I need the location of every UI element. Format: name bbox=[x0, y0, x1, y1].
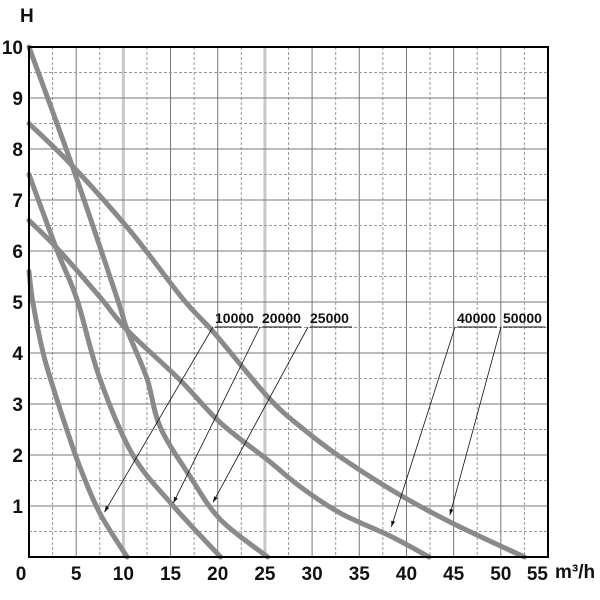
plot-frame bbox=[28, 46, 549, 558]
leader-line bbox=[449, 326, 502, 516]
y-axis-label: H bbox=[20, 6, 34, 27]
x-axis-label: m³/h bbox=[555, 562, 595, 583]
y-tick-label: 8 bbox=[12, 140, 23, 161]
y-tick-label: 10 bbox=[2, 38, 23, 59]
series-label-50000: 50000 bbox=[503, 310, 542, 326]
x-tick-label: 20 bbox=[207, 564, 228, 585]
leader-line bbox=[390, 326, 456, 528]
arrowhead bbox=[173, 496, 178, 503]
x-tick-label: 5 bbox=[71, 564, 82, 585]
y-tick-label: 2 bbox=[12, 446, 23, 467]
series-label-25000: 25000 bbox=[310, 310, 349, 326]
leader-line bbox=[173, 326, 261, 504]
curve-40000 bbox=[26, 217, 432, 560]
curve-10000 bbox=[26, 268, 130, 560]
x-tick-label: 10 bbox=[113, 564, 134, 585]
leader-line bbox=[104, 326, 214, 513]
y-tick-label: 4 bbox=[12, 344, 23, 365]
x-tick-label: 45 bbox=[443, 564, 465, 585]
curve-50000 bbox=[26, 121, 527, 560]
arrowhead bbox=[449, 508, 454, 516]
curves bbox=[26, 44, 527, 560]
arrowhead bbox=[391, 520, 396, 527]
y-tick-label: 7 bbox=[12, 191, 23, 212]
y-tick-label: 9 bbox=[12, 89, 23, 110]
arrowhead bbox=[104, 505, 110, 513]
x-tick-label: 15 bbox=[160, 564, 182, 585]
x-tick-label: 30 bbox=[302, 564, 323, 585]
arrowhead bbox=[213, 496, 218, 503]
y-tick-label: 3 bbox=[12, 395, 23, 416]
x-tick-label: 55 bbox=[527, 564, 549, 585]
x-tick-label: 35 bbox=[349, 564, 371, 585]
y-tick-label: 6 bbox=[12, 242, 23, 263]
x-tick-label: 50 bbox=[490, 564, 511, 585]
x-tick-label: 25 bbox=[254, 564, 276, 585]
series-label-10000: 10000 bbox=[215, 310, 254, 326]
y-tick-label: 5 bbox=[12, 293, 23, 314]
y-tick-label: 1 bbox=[12, 497, 23, 518]
annotations: 10000 20000 25000 40000 50000 bbox=[104, 310, 545, 528]
series-label-40000: 40000 bbox=[457, 310, 496, 326]
curve-25000 bbox=[26, 44, 271, 560]
x-tick-label: 0 bbox=[16, 564, 27, 585]
leader-line bbox=[212, 326, 309, 503]
series-label-20000: 20000 bbox=[262, 310, 301, 326]
x-tick-label: 40 bbox=[396, 564, 417, 585]
